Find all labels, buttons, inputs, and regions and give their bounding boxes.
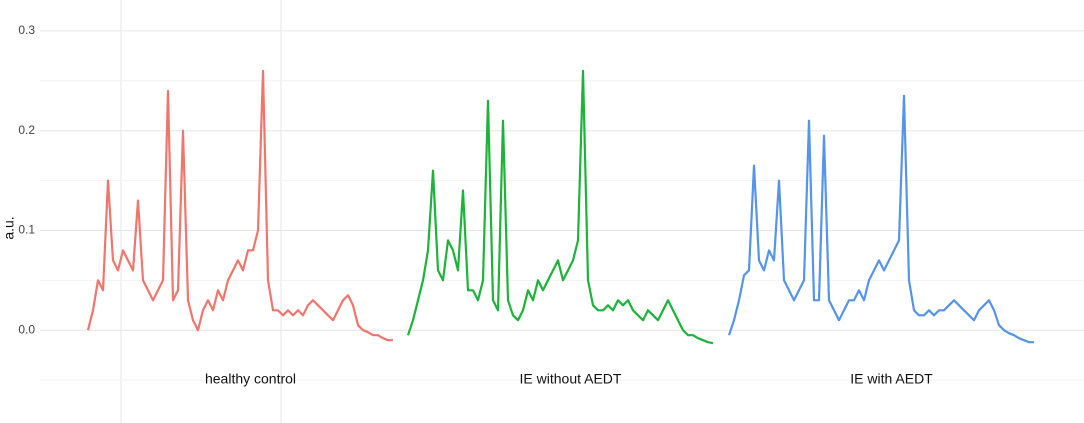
y-tick-label: 0.0	[18, 322, 35, 336]
group-label: IE with AEDT	[850, 371, 933, 387]
y-axis-label: a.u.	[1, 216, 17, 239]
line-series	[727, 94, 1034, 344]
line-series	[86, 69, 393, 342]
y-tick-label: 0.2	[18, 123, 35, 137]
group-label: IE without AEDT	[520, 371, 622, 387]
line-series	[406, 69, 714, 345]
y-tick-label: 0.3	[18, 23, 35, 37]
group-label: healthy control	[205, 371, 296, 387]
y-tick-label: 0.1	[18, 223, 35, 237]
